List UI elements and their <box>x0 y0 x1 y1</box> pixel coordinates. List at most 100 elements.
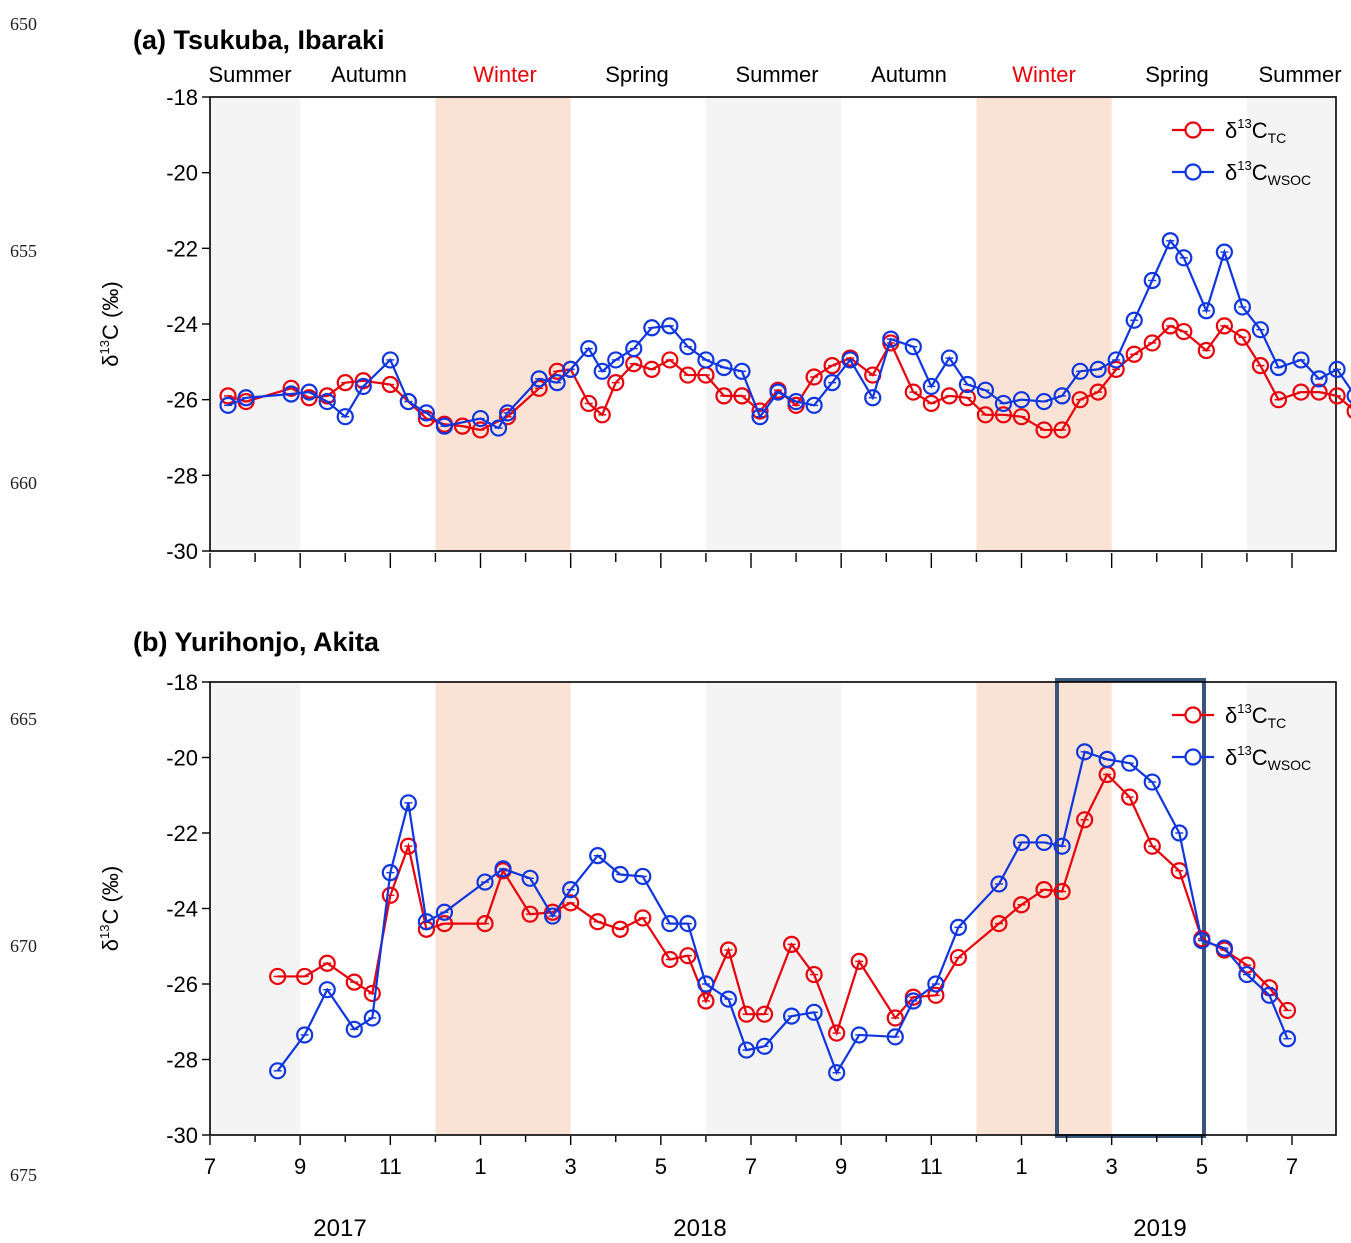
data-point <box>300 383 318 401</box>
data-point <box>733 387 751 405</box>
data-point <box>476 914 494 933</box>
data-point <box>927 986 945 1004</box>
line-number: 670 <box>10 936 37 956</box>
data-point <box>354 377 372 396</box>
data-point <box>1175 249 1193 267</box>
data-point <box>471 409 490 428</box>
data-point <box>521 905 539 923</box>
legend-marker <box>1184 121 1202 139</box>
data-point <box>679 338 697 356</box>
data-point <box>435 914 454 933</box>
data-point <box>269 967 287 986</box>
data-point <box>562 360 580 378</box>
data-point <box>1292 383 1310 401</box>
data-point <box>494 860 512 878</box>
legend-item-tc: δ13CTC <box>1172 116 1286 146</box>
data-point <box>990 875 1008 893</box>
series-line <box>227 238 1351 430</box>
legend-label: δ13CTC <box>1225 701 1286 731</box>
data-point <box>828 1064 846 1082</box>
data-point <box>733 362 751 380</box>
data-point <box>336 374 354 392</box>
data-point <box>521 869 539 887</box>
data-point <box>1053 882 1071 901</box>
data-point <box>1143 271 1161 290</box>
data-point <box>237 389 255 407</box>
panel-b: (b) Yurihonjo, Akita -18 -20 -22 -24 -26 -28 -3… <box>97 627 1337 1148</box>
data-point <box>697 351 715 369</box>
data-point <box>958 375 977 394</box>
data-point <box>719 941 738 959</box>
x-tick-label: 5 <box>655 1154 667 1179</box>
season-label: Winter <box>473 62 537 87</box>
line-number: 655 <box>10 241 37 261</box>
data-point <box>417 404 435 422</box>
season-band <box>1246 682 1336 1135</box>
data-point <box>1012 391 1031 409</box>
data-point <box>1215 317 1233 335</box>
data-point <box>1076 811 1094 829</box>
data-point <box>399 392 417 411</box>
season-band <box>435 97 571 551</box>
data-point <box>904 383 922 401</box>
data-point <box>300 389 318 407</box>
y-tick-label: -30 <box>166 539 198 564</box>
data-point <box>548 362 566 380</box>
y-tick-label: -20 <box>166 746 198 771</box>
data-point <box>805 368 823 386</box>
data-point <box>904 338 922 356</box>
data-point <box>661 914 679 933</box>
data-point <box>1346 403 1351 419</box>
legend-item-tc: δ13CTC <box>1172 701 1286 731</box>
legend-label: δ13CWSOC <box>1225 158 1311 188</box>
data-point <box>1107 351 1125 369</box>
data-point <box>1278 1030 1297 1048</box>
data-point <box>1170 824 1188 842</box>
data-point <box>282 385 300 403</box>
data-point <box>1121 754 1139 772</box>
data-point <box>399 794 417 812</box>
data-point <box>634 867 652 886</box>
y-axis-label: δ13C (‰) <box>97 866 123 951</box>
y-tick-label: -18 <box>166 670 198 695</box>
season-label: Autumn <box>871 62 947 87</box>
data-point <box>381 864 399 882</box>
data-point <box>886 1028 904 1046</box>
data-point <box>976 381 995 399</box>
data-point <box>336 408 354 426</box>
data-point <box>904 992 922 1010</box>
data-point <box>850 1026 868 1044</box>
data-point <box>1035 392 1053 411</box>
data-point <box>607 374 625 392</box>
data-point <box>530 370 548 388</box>
data-point <box>940 349 958 367</box>
data-point <box>828 1024 846 1042</box>
data-point <box>1310 383 1328 401</box>
data-point <box>886 1009 904 1027</box>
data-point <box>940 387 958 405</box>
season-label: Summer <box>208 62 291 87</box>
data-point <box>697 992 715 1010</box>
data-point <box>1098 750 1116 768</box>
year-label: 2018 <box>673 1215 726 1242</box>
panel-title: (a) Tsukuba, Ibaraki <box>133 25 385 55</box>
y-tick-label: -26 <box>166 972 198 997</box>
data-point <box>1251 321 1270 339</box>
data-point <box>755 1037 774 1055</box>
data-point <box>1012 833 1031 852</box>
x-tick-label: 11 <box>920 1154 943 1179</box>
data-point <box>927 975 945 993</box>
season-band <box>705 682 842 1135</box>
data-point <box>625 339 643 358</box>
data-point <box>318 981 336 999</box>
data-point <box>769 383 787 401</box>
data-point <box>548 374 566 392</box>
data-point <box>219 396 237 414</box>
season-label: Summer <box>735 62 818 87</box>
data-point <box>381 375 399 394</box>
legend-marker <box>1184 706 1202 724</box>
data-point <box>1233 328 1252 346</box>
data-point <box>697 975 715 993</box>
x-tick-label: 5 <box>1196 1154 1208 1179</box>
